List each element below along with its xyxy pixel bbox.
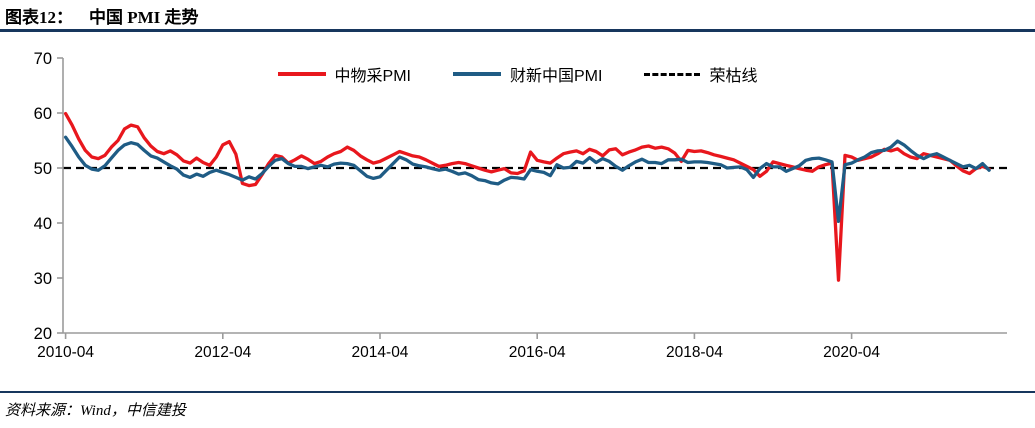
y-tick-label: 50 (34, 160, 52, 178)
page-title: 中国 PMI 走势 (89, 8, 199, 27)
official-pmi-line (63, 111, 991, 282)
header-rule (0, 29, 1035, 32)
x-tick-label: 2010-04 (37, 344, 94, 361)
x-tick-label: 2020-04 (823, 344, 880, 361)
chart-area: 20 30 40 50 60 70 2010-04 2012-04 2014-04 2016-04… (0, 38, 1035, 373)
footer-rule (0, 391, 1035, 393)
figure-number-label: 图表12： (5, 8, 73, 27)
x-tick-label: 2014-04 (352, 344, 409, 361)
y-tick-label: 40 (34, 215, 52, 233)
pmi-line-chart: 20 30 40 50 60 70 2010-04 2012-04 2014-04 2016-04… (34, 50, 1007, 361)
data-source-note: 资料来源：Wind，中信建投 (5, 403, 186, 419)
x-tick-label: 2016-04 (509, 344, 566, 361)
y-tick-label: 70 (34, 50, 52, 68)
figure-header: 图表12： 中国 PMI 走势 (5, 3, 199, 28)
y-tick-label: 30 (34, 270, 52, 288)
y-tick-label: 20 (34, 325, 52, 343)
x-tick-label: 2012-04 (194, 344, 251, 361)
x-tick-label: 2018-04 (666, 344, 723, 361)
caixin-pmi-line (63, 135, 991, 224)
y-tick-label: 60 (34, 105, 52, 123)
